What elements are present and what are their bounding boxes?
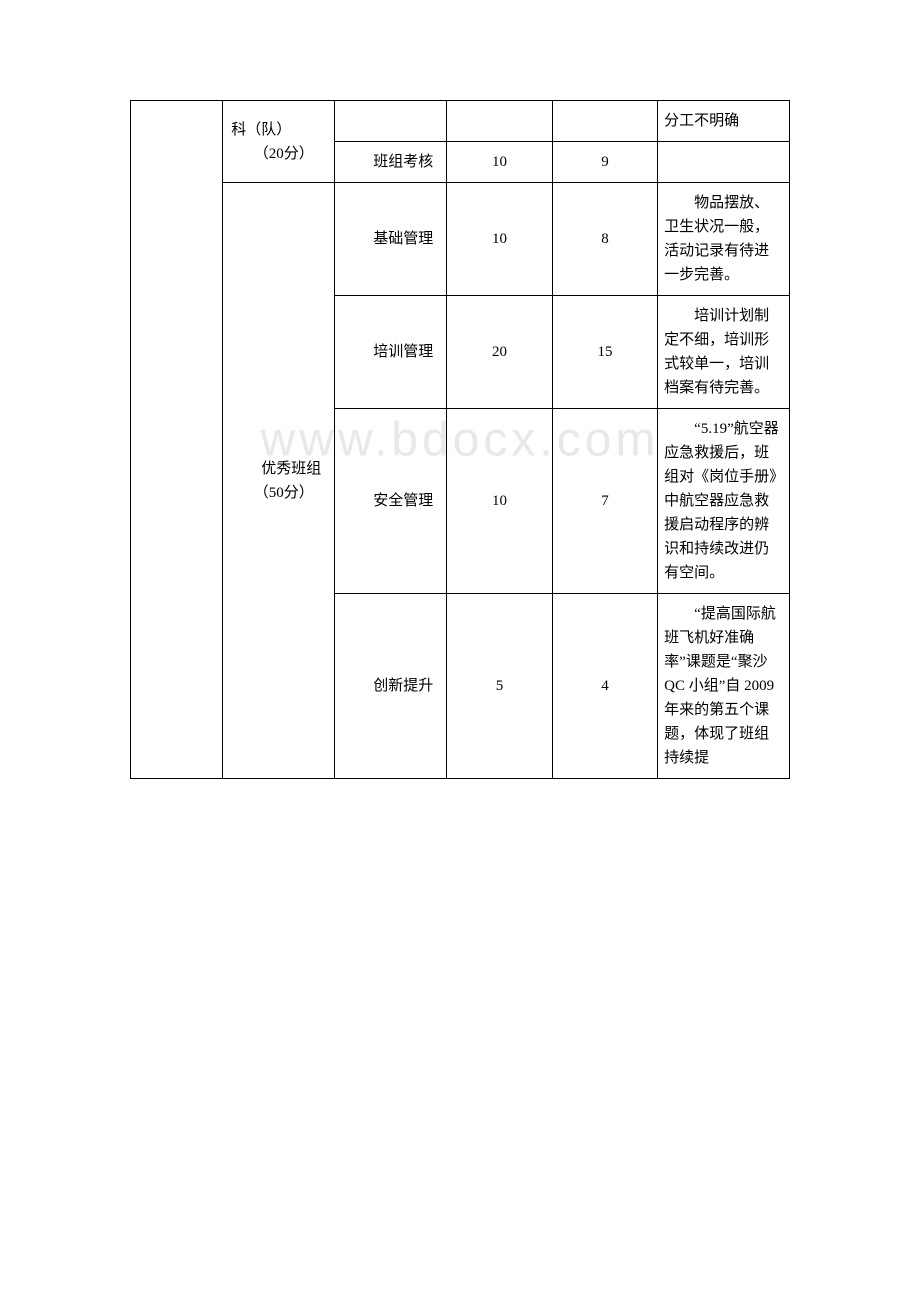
score-actual-cell	[552, 101, 657, 142]
item-cell: 基础管理	[335, 183, 447, 296]
remark-cell: 培训计划制定不细，培训形式较单一，培训档案有待完善。	[658, 296, 790, 409]
table-row: 优秀班组 （50分） 基础管理 10 8 物品摆放、卫生状况一般，活动记录有待进…	[131, 183, 790, 296]
score-actual-cell: 15	[552, 296, 657, 409]
item-cell: 安全管理	[335, 409, 447, 594]
evaluation-table: 科（队） （20分） 分工不明确 班组考核 10 9 优秀班组 （50分） 基础…	[130, 100, 790, 779]
item-cell: 创新提升	[335, 594, 447, 779]
remark-cell: 物品摆放、卫生状况一般，活动记录有待进一步完善。	[658, 183, 790, 296]
score-max-cell: 10	[447, 142, 552, 183]
blank-cell	[131, 101, 223, 779]
remark-cell: 分工不明确	[658, 101, 790, 142]
score-max-cell: 10	[447, 183, 552, 296]
category-cell-dept: 科（队） （20分）	[223, 101, 335, 183]
item-cell: 培训管理	[335, 296, 447, 409]
remark-cell	[658, 142, 790, 183]
table-row: 科（队） （20分） 分工不明确	[131, 101, 790, 142]
page-container: www.bdocx.com 科（队） （20分） 分工不明确 班组考核 10 9…	[130, 100, 790, 779]
score-max-cell	[447, 101, 552, 142]
remark-cell: “5.19”航空器应急救援后，班组对《岗位手册》中航空器应急救援启动程序的辨识和…	[658, 409, 790, 594]
item-cell: 班组考核	[335, 142, 447, 183]
score-actual-cell: 4	[552, 594, 657, 779]
remark-cell: “提高国际航班飞机好准确率”课题是“聚沙QC 小组”自 2009 年来的第五个课…	[658, 594, 790, 779]
score-max-cell: 20	[447, 296, 552, 409]
category-label: 优秀班组 （50分）	[231, 461, 321, 501]
category-cell-excellent: 优秀班组 （50分）	[223, 183, 335, 779]
score-actual-cell: 9	[552, 142, 657, 183]
score-actual-cell: 8	[552, 183, 657, 296]
score-actual-cell: 7	[552, 409, 657, 594]
score-max-cell: 10	[447, 409, 552, 594]
category-label: 科（队） （20分）	[231, 122, 314, 162]
item-cell	[335, 101, 447, 142]
score-max-cell: 5	[447, 594, 552, 779]
